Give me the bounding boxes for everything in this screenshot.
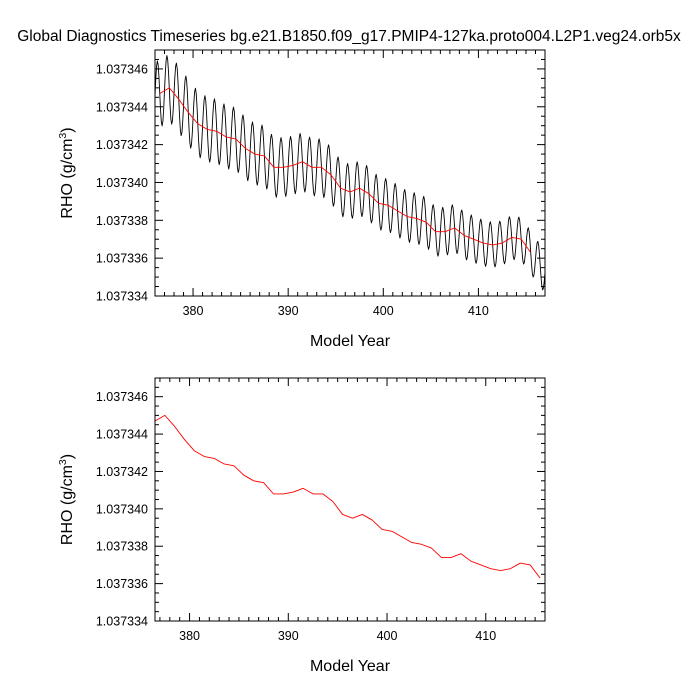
- y-axis-title-close: ): [59, 454, 76, 459]
- y-tick-label: 1.037336: [96, 252, 148, 266]
- x-tick-label: 380: [179, 629, 200, 643]
- chart-panel-2: 380 390 400 410 1.037334 1.037336 1.037338 1.03…: [57, 377, 546, 675]
- x-tick-label: 390: [278, 629, 299, 643]
- x-tick-label: 380: [183, 304, 204, 318]
- y-tick-label: 1.037336: [96, 577, 148, 591]
- y-tick-label: 1.037340: [96, 502, 148, 516]
- y-tick-label: 1.037334: [96, 615, 148, 629]
- y-tick-label: 1.037334: [96, 290, 148, 304]
- monthly-series-line: [155, 55, 545, 291]
- y-tick-label: 1.037338: [96, 214, 148, 228]
- y-axis-title: RHO (g/cm3): [57, 127, 76, 218]
- y-tick-label: 1.037340: [96, 176, 148, 190]
- series-group: [155, 55, 545, 291]
- y-axis-title-close: ): [59, 127, 76, 132]
- x-tick-label: 390: [278, 304, 299, 318]
- x-tick-label: 410: [468, 304, 489, 318]
- y-axis-title-superscript: 3: [57, 133, 69, 139]
- y-axis-title-superscript: 3: [57, 459, 69, 465]
- y-tick-label: 1.037346: [96, 62, 148, 76]
- x-axis-title: Model Year: [310, 658, 391, 675]
- annual-mean-series-line: [155, 414, 541, 579]
- y-tick-label: 1.037338: [96, 540, 148, 554]
- y-tick-label: 1.037344: [96, 100, 148, 114]
- y-tick-label: 1.037344: [96, 428, 148, 442]
- series-group: [155, 414, 541, 579]
- x-axis-title: Model Year: [310, 333, 391, 350]
- figure-title: Global Diagnostics Timeseries bg.e21.B18…: [17, 28, 681, 45]
- y-axis-title: RHO (g/cm3): [57, 454, 76, 545]
- chart-panel-1: 380 390 400 410 1.037334 1.037336 1.037338 1.03…: [57, 49, 546, 350]
- y-tick-label: 1.037346: [96, 390, 148, 404]
- y-tick-label: 1.037342: [96, 138, 148, 152]
- y-axis-title-main: RHO (g/cm: [59, 465, 76, 545]
- y-tick-label: 1.037342: [96, 465, 148, 479]
- plot-frame: [154, 377, 546, 622]
- annual-mean-series-line: [159, 87, 532, 253]
- x-tick-label: 410: [475, 629, 496, 643]
- chart-panels: 380 390 400 410 1.037334 1.037336 1.037338 1.03…: [57, 49, 546, 675]
- y-axis-title-main: RHO (g/cm: [59, 139, 76, 219]
- x-tick-label: 400: [377, 629, 398, 643]
- x-tick-label: 400: [373, 304, 394, 318]
